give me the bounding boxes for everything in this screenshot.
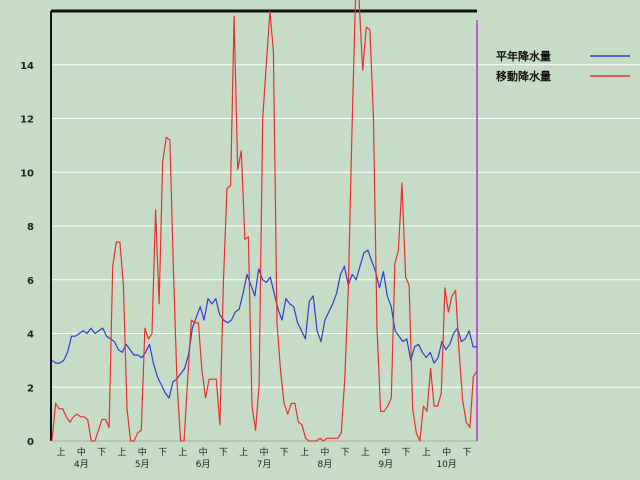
x-period-label: 中	[381, 446, 390, 458]
x-period-label: 下	[280, 448, 289, 458]
legend-label: 移動降水量	[496, 69, 551, 83]
x-month-label: 5月	[135, 459, 150, 470]
x-period-label: 上	[239, 447, 248, 458]
y-tick-label: 14	[20, 61, 34, 72]
x-period-label: 中	[320, 446, 329, 458]
x-period-label: 下	[401, 448, 410, 458]
x-period-label: 下	[462, 448, 471, 458]
x-month-label: 6月	[196, 459, 211, 470]
x-period-label: 下	[158, 448, 167, 458]
x-period-label: 下	[97, 448, 106, 458]
x-period-label: 中	[199, 446, 208, 458]
y-tick-label: 6	[27, 276, 34, 287]
legend-label: 平年降水量	[496, 49, 551, 63]
y-tick-label: 4	[27, 330, 34, 341]
x-period-label: 中	[442, 446, 451, 458]
x-period-label: 上	[117, 447, 126, 458]
x-period-label: 中	[138, 446, 147, 458]
y-tick-label: 10	[20, 168, 34, 179]
grid-lines	[51, 64, 640, 388]
x-month-label: 9月	[378, 459, 393, 470]
x-period-label: 上	[361, 447, 370, 458]
y-tick-label: 12	[20, 115, 34, 126]
series-line-0	[51, 249, 477, 399]
x-month-label: 10月	[436, 459, 456, 470]
x-period-label: 上	[178, 447, 187, 458]
series-lines	[51, 0, 478, 442]
x-month-label: 8月	[317, 459, 332, 470]
x-month-label: 4月	[74, 459, 89, 470]
y-tick-label: 2	[27, 383, 34, 394]
y-tick-labels: 0 2 4 6 8 10 12 14	[20, 61, 34, 448]
x-period-label: 中	[77, 446, 86, 458]
x-period-label: 上	[422, 447, 431, 458]
y-tick-label: 0	[27, 437, 34, 448]
x-period-label: 上	[57, 447, 66, 458]
x-period-label: 下	[341, 448, 350, 458]
y-tick-label: 8	[27, 222, 34, 233]
x-month-label: 7月	[257, 459, 272, 470]
x-period-label: 上	[300, 447, 309, 458]
x-period-label: 中	[259, 446, 268, 458]
x-tick-labels: 上中下上中下上中下上中下上中下上中下上中下4月 5月 6月 7月 8月 9月 10月	[57, 446, 472, 470]
series-line-1	[51, 0, 478, 442]
x-period-label: 下	[219, 448, 228, 458]
